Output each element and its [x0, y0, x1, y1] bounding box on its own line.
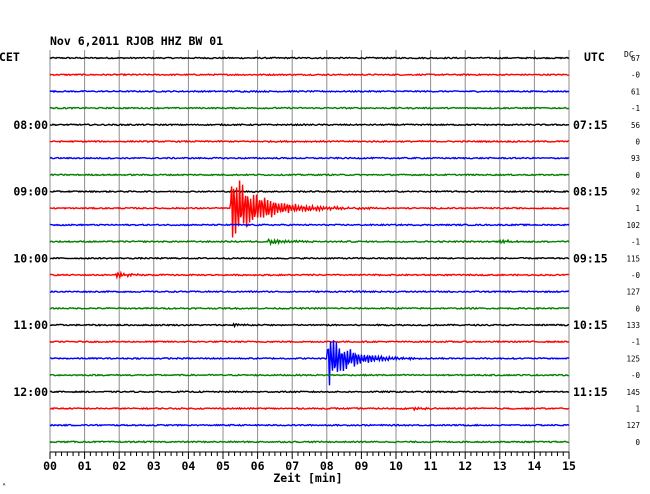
trace-line	[49, 256, 570, 260]
dc-offset-label: 92	[631, 188, 640, 197]
x-tick-label: 03	[147, 459, 161, 473]
cet-hour-label: 09:00	[13, 185, 48, 199]
x-tick-label: 12	[458, 459, 472, 473]
trace-line	[49, 156, 570, 160]
dc-offset-label: -1	[631, 104, 640, 113]
trace-line	[49, 340, 570, 386]
x-tick-label: 13	[493, 459, 507, 473]
trace-line	[49, 373, 569, 377]
x-tick-label: 14	[527, 459, 541, 473]
dc-offset-label: 102	[626, 221, 640, 230]
utc-hour-label: 10:15	[573, 318, 608, 332]
x-tick-label: 09	[354, 459, 368, 473]
dc-offset-label: 0	[635, 438, 640, 447]
utc-hour-label: 08:15	[573, 185, 608, 199]
time-labels: 67 -0 61 -1 56 0 93 0 92 1 102 -1 115 -0 127 0 133 -1 125 -…	[13, 54, 640, 447]
corner-mark: ᴬ	[2, 481, 6, 490]
x-tick-label: 07	[285, 459, 299, 473]
dc-offset-label: 67	[631, 54, 640, 63]
cet-hour-label: 12:00	[13, 385, 48, 399]
utc-hour-label: 11:15	[573, 385, 608, 399]
trace-line	[49, 56, 570, 60]
cet-hour-label: 08:00	[13, 118, 48, 132]
dc-offset-label: 127	[626, 421, 640, 430]
dc-offset-label: 61	[631, 87, 640, 96]
x-tick-label: 00	[43, 459, 57, 473]
chart-title: Nov 6,2011 RJOB HHZ BW 01	[50, 34, 223, 48]
dc-offset-label: 56	[631, 121, 641, 130]
trace-line	[49, 340, 570, 344]
dc-offset-label: 145	[626, 388, 640, 397]
trace-line	[49, 290, 570, 294]
x-tick-label: 02	[112, 459, 126, 473]
trace-line	[49, 270, 570, 280]
dc-offset-label: 115	[626, 254, 640, 263]
trace-line	[49, 189, 570, 194]
dc-offset-label: 127	[626, 288, 640, 297]
x-tick-label: 08	[320, 459, 334, 473]
x-tick-label: 10	[389, 459, 403, 473]
dc-offset-label: -1	[631, 338, 640, 347]
dc-offset-label: 0	[635, 137, 640, 146]
dc-offset-label: 0	[635, 304, 640, 313]
x-tick-label: 04	[181, 459, 195, 473]
trace-line	[49, 306, 570, 311]
x-axis: 00 01 02 03 04 05 06 07 08 09 10 11 12 13 14 15	[43, 451, 576, 473]
utc-hour-label: 07:15	[573, 118, 608, 132]
dc-offset-label: -0	[631, 71, 641, 80]
trace-line	[49, 390, 570, 394]
trace-line	[49, 89, 570, 94]
dc-offset-label: 93	[631, 154, 640, 163]
utc-hour-label: 09:15	[573, 251, 608, 265]
trace-line	[49, 406, 570, 412]
trace-line	[49, 440, 570, 444]
plot-grid	[49, 50, 570, 452]
x-tick-label: 05	[216, 459, 230, 473]
cet-hour-label: 11:00	[13, 318, 48, 332]
x-tick-label: 06	[251, 459, 265, 473]
trace-line	[49, 180, 570, 238]
trace-line	[49, 423, 570, 427]
dc-offset-label: -0	[631, 371, 641, 380]
trace-line	[49, 139, 569, 144]
trace-lines	[49, 56, 570, 444]
left-timezone-label: CET	[0, 50, 20, 64]
dc-offset-label: 1	[635, 204, 640, 213]
right-timezone-label: UTC	[584, 50, 605, 64]
trace-line	[49, 322, 570, 329]
trace-line	[49, 73, 569, 77]
dc-offset-label: 133	[626, 321, 640, 330]
x-tick-label: 15	[562, 459, 576, 473]
trace-line	[49, 173, 570, 177]
x-tick-label: 11	[424, 459, 438, 473]
dc-label: DC	[624, 50, 634, 59]
x-axis-label: Zeit [min]	[273, 471, 342, 485]
trace-line	[49, 123, 570, 127]
dc-offset-label: -1	[631, 238, 640, 247]
dc-offset-label: 0	[635, 171, 640, 180]
x-tick-label: 01	[78, 459, 92, 473]
trace-line	[49, 106, 570, 110]
dc-offset-label: 1	[635, 404, 640, 413]
trace-line	[49, 223, 570, 227]
dc-offset-label: -0	[631, 271, 641, 280]
cet-hour-label: 10:00	[13, 251, 48, 265]
dc-offset-label: 125	[626, 354, 640, 363]
trace-line	[49, 237, 570, 247]
